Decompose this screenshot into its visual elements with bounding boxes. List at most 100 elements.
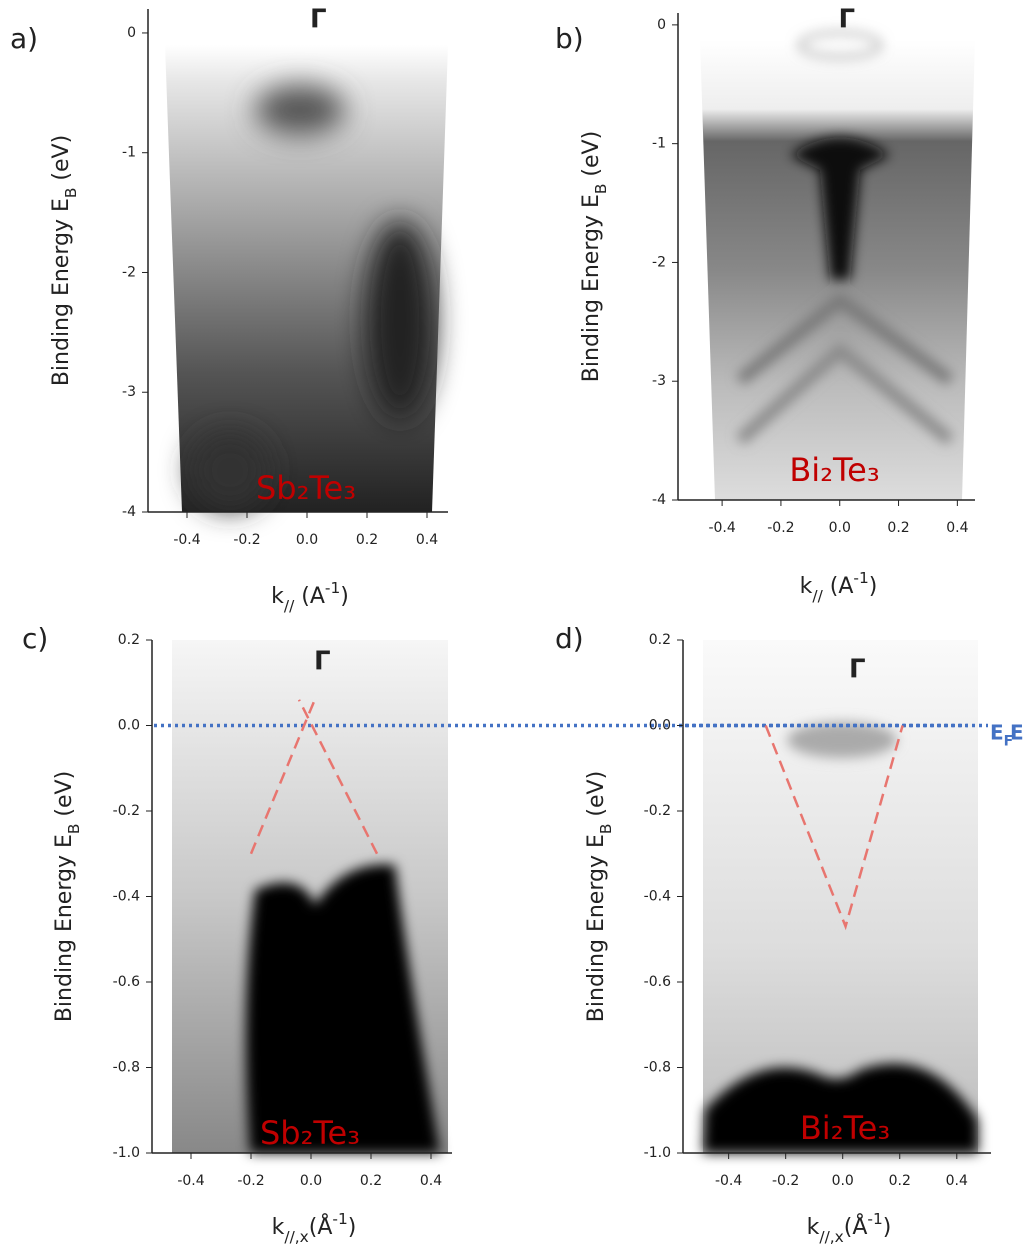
y-tick-label: -3 xyxy=(652,373,666,389)
y-tick-label: -1 xyxy=(122,145,136,161)
point-label: Γ xyxy=(310,5,327,35)
material-label: Sb₂Te₃ xyxy=(260,1114,360,1152)
fermi-level-label: EF xyxy=(1010,720,1023,750)
arpes-image xyxy=(172,640,448,1153)
x-tick-label: -0.4 xyxy=(173,532,200,548)
material-label: Bi₂Te₃ xyxy=(789,451,879,489)
panel-label: c) xyxy=(22,622,48,655)
label-part: (eV) xyxy=(579,131,604,184)
label-part: B xyxy=(592,184,610,195)
label-part: E xyxy=(990,720,1004,744)
x-tick-label: 0.0 xyxy=(300,1173,322,1189)
arpes-image xyxy=(703,640,978,1153)
y-tick-label: -0.2 xyxy=(113,803,140,819)
x-tick-label: 0.4 xyxy=(946,1173,968,1189)
x-axis-label: k//,x(Å-1) xyxy=(272,1210,357,1246)
y-axis-label: Binding Energy EB (eV) xyxy=(49,135,80,386)
y-tick-label: 0.2 xyxy=(649,632,671,648)
label-part: Binding Energy E xyxy=(584,834,609,1022)
label-part: k xyxy=(272,1215,285,1240)
y-tick-label: -2 xyxy=(652,254,666,270)
label-part: //,x xyxy=(819,1228,843,1246)
panel-label: a) xyxy=(10,22,38,55)
point-label: Γ xyxy=(314,647,331,677)
y-tick-label: -0.8 xyxy=(644,1060,671,1076)
band-guide xyxy=(297,699,379,855)
band-guide xyxy=(764,725,904,931)
label-part: F xyxy=(1004,734,1014,750)
label-part: //,x xyxy=(284,1228,308,1246)
label-part: (eV) xyxy=(52,771,77,824)
label-part: -1 xyxy=(325,579,340,597)
label-part: Binding Energy E xyxy=(49,198,74,386)
y-tick-label: -4 xyxy=(652,492,666,508)
y-tick-label: 0 xyxy=(657,17,666,33)
label-part: (eV) xyxy=(584,771,609,824)
x-axis-label: k// (A-1) xyxy=(271,579,349,615)
label-part: ) xyxy=(869,574,878,599)
label-part: Binding Energy E xyxy=(52,834,77,1022)
label-part: ) xyxy=(340,584,349,609)
label-part: B xyxy=(62,188,80,199)
label-part: ) xyxy=(883,1215,892,1240)
y-tick-label: 0.0 xyxy=(649,718,671,734)
material-label: Bi₂Te₃ xyxy=(800,1109,890,1147)
point-label: Γ xyxy=(849,655,866,685)
label-part: -1 xyxy=(332,1210,347,1228)
y-tick-label: 0.2 xyxy=(118,632,140,648)
label-part: // xyxy=(284,597,295,615)
x-tick-label: -0.2 xyxy=(237,1173,264,1189)
label-part: k xyxy=(807,1215,820,1240)
x-tick-label: 0.0 xyxy=(832,1173,854,1189)
x-tick-label: -0.2 xyxy=(233,532,260,548)
label-part: (A xyxy=(823,574,854,599)
label-part: -1 xyxy=(853,569,868,587)
x-tick-label: 0.0 xyxy=(829,520,851,536)
x-tick-label: -0.4 xyxy=(715,1173,742,1189)
label-part: k xyxy=(800,574,813,599)
y-tick-label: -3 xyxy=(122,384,136,400)
label-part: E xyxy=(1010,720,1023,744)
material-label: Sb₂Te₃ xyxy=(256,469,356,507)
x-tick-label: -0.2 xyxy=(772,1173,799,1189)
y-axis-label: Binding Energy EB (eV) xyxy=(579,131,610,382)
x-axis-label: k//,x(Å-1) xyxy=(807,1210,892,1246)
point-label: Γ xyxy=(839,5,856,35)
y-tick-label: -2 xyxy=(122,264,136,280)
y-tick-label: -0.6 xyxy=(644,974,671,990)
fermi-level-label: EF xyxy=(990,720,1013,750)
panel-label: b) xyxy=(555,22,584,55)
x-tick-label: 0.0 xyxy=(296,532,318,548)
x-tick-label: 0.4 xyxy=(946,520,968,536)
y-tick-label: -1 xyxy=(652,136,666,152)
x-tick-label: 0.2 xyxy=(887,520,909,536)
label-part: (Å xyxy=(844,1213,868,1240)
label-part: k xyxy=(271,584,284,609)
y-tick-label: 0 xyxy=(127,25,136,41)
x-axis-label: k// (A-1) xyxy=(800,569,878,605)
x-tick-label: 0.2 xyxy=(360,1173,382,1189)
x-tick-label: -0.4 xyxy=(177,1173,204,1189)
x-tick-label: 0.4 xyxy=(416,532,438,548)
y-tick-label: -0.2 xyxy=(644,803,671,819)
y-tick-label: 0.0 xyxy=(118,718,140,734)
label-part: (eV) xyxy=(49,135,74,188)
label-part: (Å xyxy=(309,1213,333,1240)
band-guide xyxy=(249,701,316,855)
y-tick-label: -0.6 xyxy=(113,974,140,990)
x-tick-label: 0.4 xyxy=(420,1173,442,1189)
x-tick-label: -0.2 xyxy=(767,520,794,536)
label-part: ) xyxy=(348,1215,357,1240)
arpes-image xyxy=(165,45,448,512)
label-part: Binding Energy E xyxy=(579,194,604,382)
label-part: // xyxy=(812,587,823,605)
panel-label: d) xyxy=(555,622,584,655)
y-tick-label: -0.4 xyxy=(113,889,140,905)
label-part: (A xyxy=(294,584,325,609)
y-tick-label: -0.4 xyxy=(644,889,671,905)
x-tick-label: 0.2 xyxy=(356,532,378,548)
y-axis-label: Binding Energy EB (eV) xyxy=(52,771,83,1022)
x-tick-label: 0.2 xyxy=(889,1173,911,1189)
